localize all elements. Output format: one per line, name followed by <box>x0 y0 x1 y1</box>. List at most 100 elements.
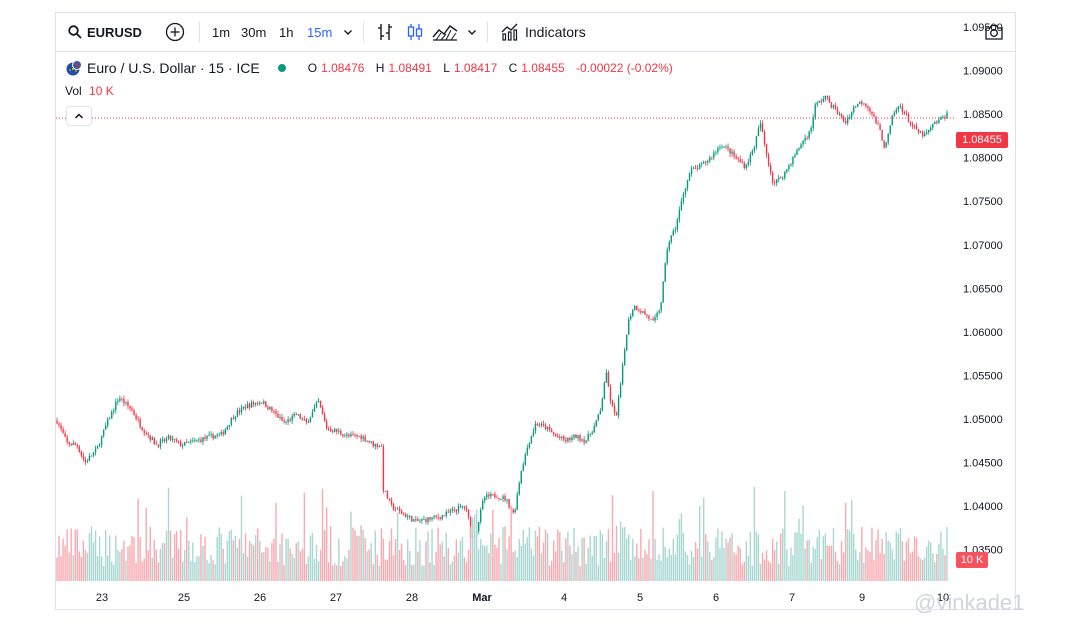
volume-bar <box>775 541 778 581</box>
candles-style-button[interactable] <box>406 13 424 51</box>
volume-bar <box>747 555 750 581</box>
candle-body <box>891 115 893 126</box>
volume-bar <box>179 530 182 581</box>
candle-body <box>905 113 908 115</box>
candle-body <box>917 129 920 133</box>
candle-body <box>563 436 565 440</box>
volume-bar <box>546 533 549 581</box>
candle-body <box>723 146 725 148</box>
volume-bar <box>644 549 646 581</box>
candle-body <box>885 142 887 148</box>
compare-button[interactable] <box>165 13 185 51</box>
candle-body <box>859 101 861 105</box>
volume-bar <box>82 540 85 581</box>
candle-body <box>540 423 543 426</box>
candle-body <box>749 154 752 162</box>
volume-legend: Vol 10 K <box>65 84 114 98</box>
volume-bar <box>169 530 172 581</box>
volume-bar <box>544 529 547 581</box>
candle-body <box>583 439 585 443</box>
candle-body <box>325 421 328 429</box>
candle-body <box>759 123 762 129</box>
snapshot-button[interactable] <box>984 13 1004 51</box>
volume-bar <box>591 555 593 581</box>
volume-bar <box>342 561 344 581</box>
volume-bar <box>771 538 774 581</box>
candle-body <box>632 309 634 317</box>
volume-bar <box>621 527 624 581</box>
volume-bar <box>364 538 366 581</box>
volume-bar <box>662 527 664 581</box>
volume-bar <box>111 561 113 581</box>
low-value: L 1.08417 <box>443 61 498 75</box>
volume-bar <box>532 555 535 581</box>
candle-body <box>585 440 587 443</box>
volume-bar <box>581 537 583 581</box>
y-axis-tick-label: 1.08500 <box>963 109 1003 121</box>
interval-15m-active[interactable]: 15m <box>307 24 333 40</box>
candle-body <box>597 414 600 421</box>
bars-style-button[interactable] <box>376 13 394 51</box>
volume-bar <box>121 549 123 581</box>
candle-body <box>786 169 788 172</box>
candle-body <box>532 431 535 437</box>
volume-bar <box>394 538 397 581</box>
volume-bar <box>921 560 924 581</box>
volume-bar <box>329 526 332 581</box>
volume-bar <box>208 562 210 581</box>
candle-body <box>522 464 524 471</box>
volume-bar <box>867 550 869 581</box>
volume-bar <box>627 534 630 581</box>
candle-body <box>147 434 149 436</box>
volume-bar <box>767 561 770 581</box>
indicators-button[interactable]: Indicators <box>500 13 586 51</box>
volume-bar <box>382 538 385 581</box>
candle-body <box>70 444 72 446</box>
volume-bar <box>877 529 879 581</box>
interval-dropdown[interactable] <box>343 13 353 51</box>
volume-bar <box>471 517 474 581</box>
candle-body <box>757 128 760 137</box>
volume-bar <box>638 558 640 581</box>
volume-bar <box>445 532 447 581</box>
symbol-search[interactable]: EURUSD <box>68 13 142 51</box>
collapse-legend-button[interactable] <box>66 106 92 126</box>
camera-icon <box>985 24 1003 40</box>
candle-body <box>771 172 774 183</box>
interval-1h[interactable]: 1h <box>279 24 294 40</box>
candle-body <box>648 315 650 319</box>
candle-body <box>944 116 946 119</box>
candle-body <box>184 441 186 446</box>
volume-bar <box>336 565 338 581</box>
volume-bar <box>838 563 841 581</box>
add-circle-icon <box>165 22 185 42</box>
volume-bar <box>465 562 468 581</box>
toolbar-divider <box>199 21 200 43</box>
candle-body <box>340 431 342 435</box>
volume-bar <box>524 543 527 581</box>
interval-1m[interactable]: 1m <box>212 24 231 40</box>
candle-body <box>445 511 447 516</box>
candle-body <box>179 441 182 447</box>
candle-body <box>394 509 397 511</box>
candle-body <box>212 434 214 439</box>
volume-bar <box>80 556 83 581</box>
chart-style-dropdown[interactable] <box>467 13 477 51</box>
volume-bar <box>857 559 859 581</box>
area-style-button[interactable] <box>432 13 458 51</box>
interval-30m[interactable]: 30m <box>241 24 267 40</box>
bars-icon <box>378 24 392 40</box>
chevron-down-icon <box>468 30 476 35</box>
volume-bar <box>386 559 389 581</box>
candle-body <box>60 425 62 429</box>
candle-body <box>265 401 267 408</box>
volume-bar <box>226 540 229 581</box>
volume-bar <box>194 561 196 581</box>
volume-bar <box>666 557 668 581</box>
candle-body <box>356 435 358 437</box>
candle-body <box>121 398 123 400</box>
volume-bar <box>149 527 151 581</box>
volume-bar <box>317 561 320 581</box>
volume-bar <box>601 534 604 581</box>
